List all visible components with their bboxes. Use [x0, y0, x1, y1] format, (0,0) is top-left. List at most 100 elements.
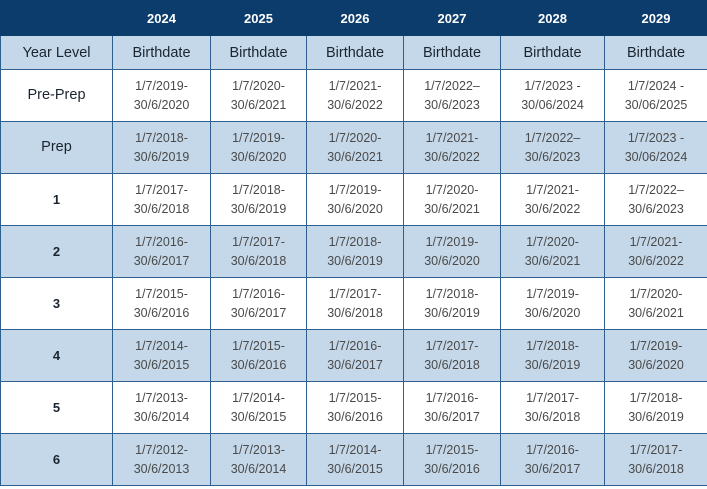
range-start: 1/7/2012- [135, 442, 188, 457]
birthdate-range-cell: 1/7/2021- 30/6/2022 [500, 173, 605, 226]
year-header-2025: 2025 [210, 0, 307, 36]
range-start: 1/7/2021- [629, 234, 683, 249]
birthdate-range-cell: 1/7/2020- 30/6/2021 [604, 277, 707, 330]
birthdate-header: Birthdate [403, 35, 501, 70]
year-header-blank [0, 0, 113, 36]
range-end: 30/6/2020 [327, 201, 383, 216]
range-end: 30/6/2020 [133, 97, 190, 112]
range-start: 1/7/2016- [425, 390, 479, 405]
birthdate-range-cell: 1/7/2019- 30/6/2020 [500, 277, 605, 330]
range-end: 30/6/2021 [327, 149, 383, 164]
range-start: 1/7/2019- [328, 182, 382, 197]
range-start: 1/7/2019- [629, 338, 683, 353]
birthdate-range-cell: 1/7/2017- 30/6/2018 [306, 277, 404, 330]
birthdate-range-cell: 1/7/2018- 30/6/2019 [403, 277, 501, 330]
range-start: 1/7/2014- [232, 390, 285, 405]
birthdate-header: Birthdate [112, 35, 211, 70]
range-start: 1/7/2014- [135, 338, 188, 353]
range-end: 30/6/2019 [424, 305, 480, 320]
range-end: 30/6/2017 [424, 409, 480, 424]
range-start: 1/7/2021- [328, 78, 382, 93]
birthdate-range-cell: 1/7/2020- 30/6/2021 [306, 121, 404, 174]
range-end: 30/6/2020 [424, 253, 480, 268]
range-end: 30/6/2016 [230, 357, 287, 372]
range-end: 30/6/2017 [230, 305, 287, 320]
range-start: 1/7/2019- [526, 286, 579, 301]
range-start: 1/7/2016- [328, 338, 382, 353]
birthdate-range-cell: 1/7/2019- 30/6/2020 [403, 225, 501, 278]
range-start: 1/7/2020- [232, 78, 285, 93]
birthdate-range-cell: 1/7/2016- 30/6/2017 [500, 433, 605, 486]
year-header-2027: 2027 [403, 0, 501, 36]
range-end: 30/6/2019 [524, 357, 581, 372]
birthdate-header: Birthdate [210, 35, 307, 70]
range-end: 30/06/2024 [521, 97, 584, 112]
birthdate-range-cell: 1/7/2015- 30/6/2016 [306, 381, 404, 434]
table-row: Prep 1/7/2018- 30/6/2019 1/7/2019- 30/6/2020… [0, 121, 707, 174]
range-start: 1/7/2024 - [627, 78, 685, 93]
table-body: Pre-Prep 1/7/2019- 30/6/2020 1/7/2020- 30/6/… [0, 69, 707, 486]
birthdate-range-cell: 1/7/2019- 30/6/2020 [604, 329, 707, 382]
table-row: 5 1/7/2013- 30/6/2014 1/7/2014- 30/6/2015 1/7… [0, 381, 707, 434]
range-end: 30/6/2018 [424, 357, 480, 372]
birthdate-range-cell: 1/7/2012- 30/6/2013 [112, 433, 211, 486]
range-end: 30/6/2020 [524, 305, 581, 320]
birthdate-range-cell: 1/7/2022– 30/6/2023 [403, 69, 501, 122]
range-end: 30/6/2022 [327, 97, 383, 112]
table-row: 1 1/7/2017- 30/6/2018 1/7/2018- 30/6/2019 1/7… [0, 173, 707, 226]
column-header-row: Year Level Birthdate Birthdate Birthdate… [0, 35, 707, 70]
range-end: 30/6/2015 [327, 461, 383, 476]
range-start: 1/7/2016- [232, 286, 285, 301]
range-start: 1/7/2022– [628, 182, 684, 197]
range-end: 30/6/2016 [133, 305, 190, 320]
birthdate-range-cell: 1/7/2020- 30/6/2021 [210, 69, 307, 122]
range-start: 1/7/2021- [526, 182, 579, 197]
birthdate-range-cell: 1/7/2015- 30/6/2016 [112, 277, 211, 330]
table-row: 2 1/7/2016- 30/6/2017 1/7/2017- 30/6/2018 1/7… [0, 225, 707, 278]
birthdate-header: Birthdate [306, 35, 404, 70]
birthdate-range-cell: 1/7/2023 - 30/06/2024 [604, 121, 707, 174]
range-end: 30/6/2014 [133, 409, 190, 424]
birthdate-range-cell: 1/7/2017- 30/6/2018 [403, 329, 501, 382]
birthdate-range-cell: 1/7/2017- 30/6/2018 [500, 381, 605, 434]
range-start: 1/7/2016- [135, 234, 188, 249]
range-end: 30/6/2023 [424, 97, 480, 112]
birthdate-range-cell: 1/7/2021- 30/6/2022 [306, 69, 404, 122]
range-end: 30/6/2017 [524, 461, 581, 476]
birthdate-range-cell: 1/7/2018- 30/6/2019 [604, 381, 707, 434]
range-start: 1/7/2018- [425, 286, 479, 301]
range-end: 30/6/2017 [327, 357, 383, 372]
birthdate-header: Birthdate [604, 35, 707, 70]
range-start: 1/7/2017- [629, 442, 683, 457]
range-start: 1/7/2019- [425, 234, 479, 249]
range-start: 1/7/2018- [232, 182, 285, 197]
range-start: 1/7/2013- [135, 390, 188, 405]
birthdate-range-cell: 1/7/2017- 30/6/2018 [210, 225, 307, 278]
range-end: 30/6/2018 [133, 201, 190, 216]
year-level-cell: 1 [0, 173, 113, 226]
range-end: 30/6/2021 [628, 305, 684, 320]
range-start: 1/7/2015- [135, 286, 188, 301]
range-start: 1/7/2016- [526, 442, 579, 457]
range-end: 30/6/2018 [327, 305, 383, 320]
range-start: 1/7/2020- [629, 286, 683, 301]
year-header-2029: 2029 [604, 0, 707, 36]
birthdate-range-cell: 1/7/2018- 30/6/2019 [112, 121, 211, 174]
year-level-cell: 6 [0, 433, 113, 486]
range-end: 30/6/2019 [628, 409, 684, 424]
year-level-cell: Prep [0, 121, 113, 174]
birthdate-range-cell: 1/7/2017- 30/6/2018 [604, 433, 707, 486]
range-end: 30/6/2022 [524, 201, 581, 216]
year-level-cell: 4 [0, 329, 113, 382]
birthdate-range-cell: 1/7/2018- 30/6/2019 [306, 225, 404, 278]
range-end: 30/6/2018 [230, 253, 287, 268]
table-row: Pre-Prep 1/7/2019- 30/6/2020 1/7/2020- 30/6/… [0, 69, 707, 122]
birthdate-range-cell: 1/7/2014- 30/6/2015 [210, 381, 307, 434]
range-start: 1/7/2017- [232, 234, 285, 249]
birthdate-range-cell: 1/7/2018- 30/6/2019 [210, 173, 307, 226]
birthdate-range-cell: 1/7/2016- 30/6/2017 [403, 381, 501, 434]
range-start: 1/7/2015- [328, 390, 382, 405]
range-end: 30/6/2023 [628, 201, 684, 216]
birthdate-range-cell: 1/7/2022– 30/6/2023 [604, 173, 707, 226]
range-end: 30/6/2015 [133, 357, 190, 372]
